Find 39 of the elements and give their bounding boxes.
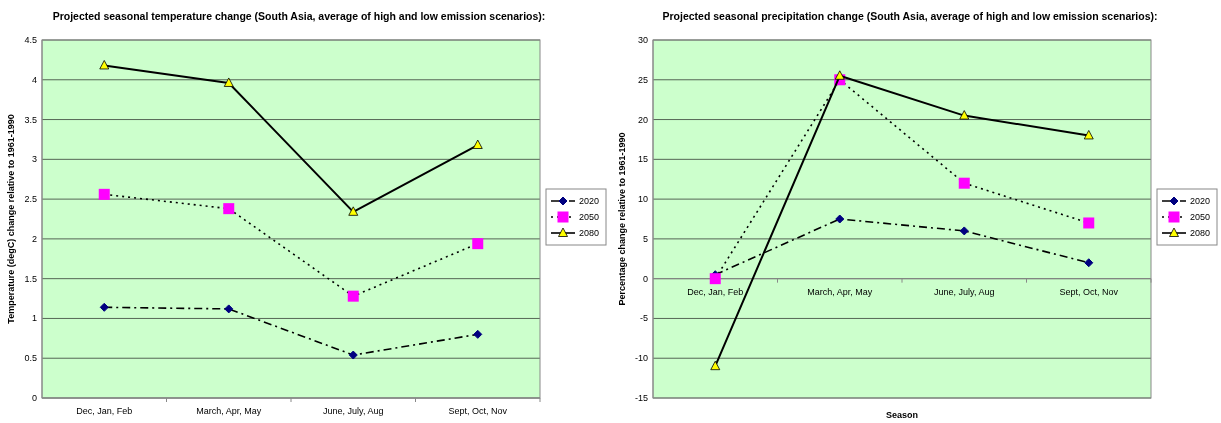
- y-tick-label: -15: [634, 393, 648, 403]
- x-axis-title: Season: [885, 410, 919, 420]
- legend-label: 2080: [579, 228, 600, 238]
- x-tick-label: March, Apr, May: [196, 406, 262, 416]
- legend-label: 2020: [579, 196, 600, 206]
- chart-title: Projected seasonal precipitation change (South Asia, average of high and low emission scenarios):: [662, 10, 1158, 22]
- y-tick-label: 1.5: [24, 273, 37, 284]
- x-tick-label: Dec, Jan, Feb: [687, 286, 744, 297]
- y-tick-label: 20: [637, 114, 648, 125]
- y-axis-title: Percentage change relative to 1961-1990: [617, 132, 627, 306]
- y-tick-label: -10: [634, 353, 648, 364]
- y-tick-label: 3.5: [24, 114, 37, 125]
- y-tick-label: 2.5: [24, 194, 37, 205]
- y-tick-label: 4: [31, 74, 37, 85]
- y-tick-label: 3: [31, 154, 37, 165]
- y-tick-label: -5: [639, 313, 648, 324]
- y-tick-label: 15: [637, 154, 648, 165]
- x-tick-label: Dec, Jan, Feb: [76, 406, 133, 416]
- legend-label: 2050: [579, 212, 600, 222]
- legend-label: 2080: [1190, 228, 1211, 238]
- y-tick-label: 0.5: [24, 353, 37, 364]
- y-tick-label: 0: [31, 393, 37, 403]
- x-tick-label: June, July, Aug: [323, 406, 384, 416]
- legend-label: 2020: [1190, 196, 1211, 206]
- y-tick-label: 30: [637, 35, 648, 45]
- y-tick-label: 4.5: [24, 35, 37, 45]
- chart-title: Projected seasonal temperature change (South Asia, average of high and low emission scenarios):: [52, 10, 546, 22]
- y-tick-label: 1: [31, 313, 37, 324]
- x-tick-label: June, July, Aug: [934, 286, 995, 297]
- y-tick-label: 0: [642, 273, 648, 284]
- x-tick-label: Sept, Oct, Nov: [448, 406, 508, 416]
- y-tick-label: 10: [637, 194, 648, 205]
- x-tick-label: Sept, Oct, Nov: [1059, 286, 1119, 297]
- x-tick-label: March, Apr, May: [807, 286, 873, 297]
- y-tick-label: 5: [642, 233, 648, 244]
- y-tick-label: 2: [31, 233, 37, 244]
- y-axis-title: Temperature (degC) change relative to 1961-1990: [6, 114, 16, 324]
- y-tick-label: 25: [637, 74, 648, 85]
- legend-label: 2050: [1190, 212, 1211, 222]
